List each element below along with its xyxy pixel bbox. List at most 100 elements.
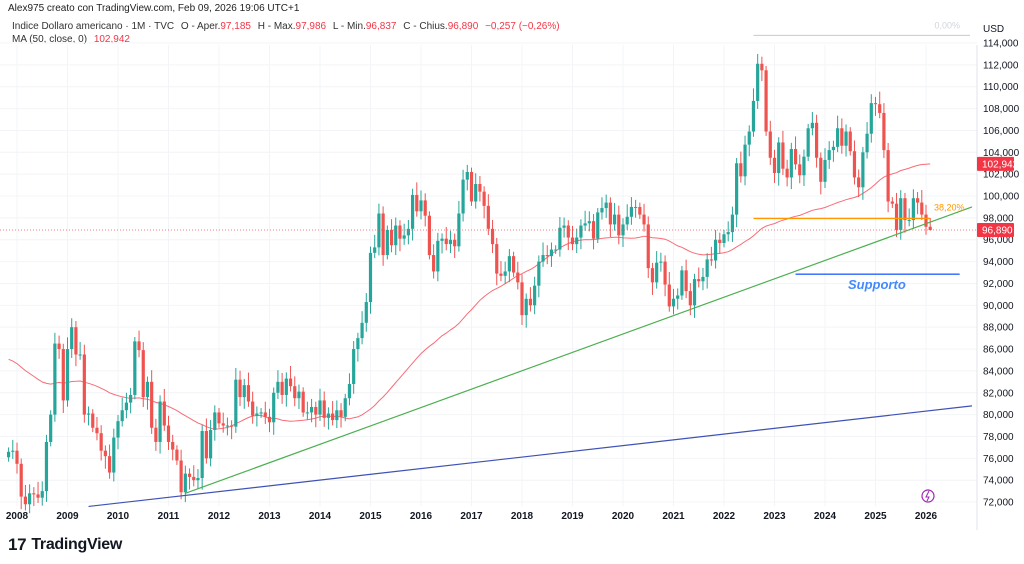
candle-body <box>663 261 667 285</box>
candle-body <box>671 298 676 307</box>
candle-body <box>566 225 570 238</box>
candle-body <box>469 171 474 202</box>
candle-body <box>819 157 823 182</box>
candle-body <box>655 262 659 283</box>
candle-body <box>99 433 103 451</box>
candle-body <box>629 206 634 217</box>
price-tick: 114,000 <box>983 39 1019 50</box>
candle-body <box>461 179 465 214</box>
price-tick: 84,000 <box>983 366 1014 377</box>
candle-body <box>772 157 777 174</box>
candle <box>928 218 932 231</box>
candle <box>499 261 503 282</box>
candle <box>120 397 124 427</box>
candle-body <box>272 392 276 423</box>
candle-body <box>217 412 221 424</box>
candle-body <box>166 425 171 442</box>
candle-body <box>406 228 410 236</box>
candle-body <box>482 191 486 206</box>
chart-credit: Alex975 creato con TradingView.com, Feb … <box>8 3 300 14</box>
candle-body <box>457 213 461 247</box>
candle <box>314 401 318 428</box>
candle-body <box>259 412 263 414</box>
candle <box>322 391 326 427</box>
candle <box>305 401 309 420</box>
candle-body <box>608 202 612 225</box>
candle <box>558 216 562 257</box>
candle <box>554 245 558 254</box>
candle <box>107 444 112 479</box>
candle <box>95 416 99 441</box>
candle <box>141 342 145 407</box>
candle <box>760 56 764 82</box>
candle-body <box>676 295 680 299</box>
candle-body <box>230 425 234 427</box>
candle <box>145 376 150 410</box>
candle-body <box>777 142 781 174</box>
candle <box>751 88 756 137</box>
candle <box>267 408 272 433</box>
candle <box>175 445 179 465</box>
candle-body <box>528 298 533 306</box>
ma-legend: MA (50, close, 0) 102,942 <box>12 34 134 45</box>
candle-body <box>107 456 112 473</box>
candle <box>764 65 768 136</box>
candle <box>726 221 730 242</box>
candle <box>840 118 844 154</box>
candle-body <box>234 379 238 427</box>
candle <box>415 182 419 217</box>
candle <box>503 261 507 284</box>
candle-body <box>309 406 314 413</box>
candle-body <box>61 349 65 401</box>
price-axis[interactable]: 114,000 112,000 110,000 108,000 106,000 104,0… <box>983 39 1020 509</box>
candle-body <box>490 228 495 245</box>
year-tick: 2013 <box>258 511 281 522</box>
candle <box>735 157 739 228</box>
lightning-icon[interactable] <box>921 489 935 503</box>
candle-body <box>95 427 99 434</box>
candle-body <box>318 400 322 415</box>
candle <box>520 274 524 325</box>
tradingview-logo[interactable]: 17 TradingView <box>8 535 122 554</box>
candle <box>74 320 78 367</box>
candle <box>575 228 579 254</box>
candle-body <box>53 343 57 415</box>
candle-body <box>802 156 806 176</box>
ma-price-label-bg <box>977 156 1014 171</box>
candle-body <box>129 394 133 403</box>
candle-body <box>587 221 591 224</box>
candle-body <box>705 259 709 277</box>
candle <box>684 259 688 299</box>
candle-body <box>91 413 95 428</box>
time-axis[interactable]: 2008 2009 2010 2011 2012 2013 2014 2015 2016 2017… <box>6 511 938 522</box>
candle-body <box>600 208 604 213</box>
candle <box>183 465 187 503</box>
candle <box>894 192 899 238</box>
candle <box>507 249 511 283</box>
candle <box>402 223 406 245</box>
candle <box>768 120 772 165</box>
candle <box>234 367 238 433</box>
candle-body <box>398 225 402 239</box>
candle <box>920 190 924 220</box>
candle-body <box>861 152 865 188</box>
candle-body <box>495 244 499 274</box>
candle <box>444 226 448 251</box>
candle <box>339 403 343 428</box>
ma-line <box>8 163 931 430</box>
candle-body <box>57 343 61 350</box>
candle <box>82 344 86 423</box>
candle-body <box>394 225 398 246</box>
currency-label: USD <box>983 24 1004 35</box>
candle <box>154 418 158 451</box>
candle <box>587 211 591 232</box>
candle <box>129 387 133 414</box>
candle-body <box>246 385 251 402</box>
price-chart[interactable]: 0,00%38,20%Supporto USD 114,000112,00011… <box>0 0 1024 530</box>
price-tick: 110,000 <box>983 82 1019 93</box>
candle <box>259 408 263 418</box>
price-tick: 96,000 <box>983 235 1014 246</box>
price-tick: 80,000 <box>983 410 1014 421</box>
candle-body <box>680 270 684 296</box>
candle <box>642 203 646 232</box>
